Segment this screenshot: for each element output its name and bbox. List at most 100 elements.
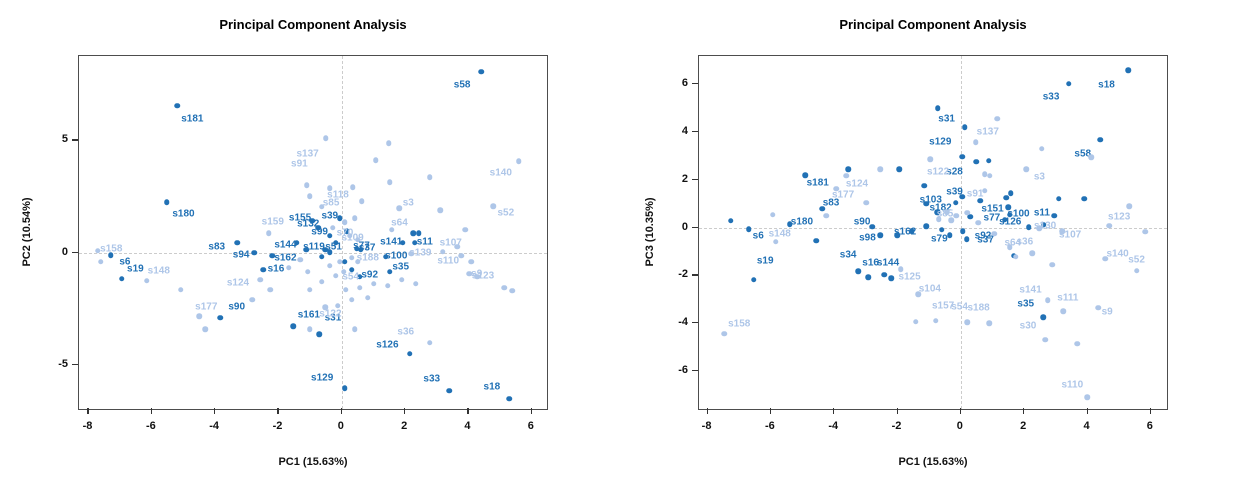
data-point bbox=[1055, 196, 1062, 202]
y-tick-label: -6 bbox=[678, 363, 688, 376]
point-label-s19: s19 bbox=[127, 263, 144, 275]
point-label-s36: s36 bbox=[397, 326, 415, 338]
point-label-s137: s137 bbox=[976, 126, 999, 138]
point-label-s162: s162 bbox=[274, 252, 297, 264]
x-tick-label: -2 bbox=[272, 420, 283, 432]
point-label-s31: s31 bbox=[324, 312, 342, 324]
point-label-s33: s33 bbox=[423, 373, 441, 385]
point-label-s85: s85 bbox=[322, 197, 340, 209]
x-tick-label: 4 bbox=[464, 420, 471, 432]
point-label-s124: s124 bbox=[845, 178, 869, 190]
plot-title-right: Principal Component Analysis bbox=[839, 17, 1027, 32]
data-point bbox=[909, 228, 915, 234]
data-point-s37 bbox=[963, 236, 970, 242]
x-axis-tick bbox=[214, 408, 216, 414]
data-point-s124 bbox=[843, 173, 849, 179]
x-axis-tick bbox=[1023, 408, 1025, 414]
y-tick-label: -4 bbox=[678, 316, 688, 329]
data-point-s16 bbox=[865, 274, 872, 280]
data-point-s39 bbox=[959, 193, 966, 200]
data-point bbox=[334, 302, 341, 309]
y-axis-tick bbox=[692, 178, 698, 180]
point-label-s148: s148 bbox=[147, 265, 170, 277]
data-point bbox=[913, 319, 919, 325]
data-point bbox=[305, 268, 311, 275]
data-point-s90 bbox=[217, 314, 223, 321]
point-label-s9: s9 bbox=[471, 268, 483, 280]
data-point bbox=[1081, 196, 1088, 202]
point-label-s111: s111 bbox=[1057, 292, 1079, 304]
data-point bbox=[348, 296, 355, 303]
point-label-s182: s182 bbox=[929, 202, 952, 214]
point-label-s35: s35 bbox=[1017, 298, 1035, 310]
data-point bbox=[410, 230, 417, 237]
data-point bbox=[337, 259, 343, 265]
data-point bbox=[1038, 146, 1045, 152]
data-point-s91 bbox=[981, 187, 988, 194]
data-point bbox=[921, 183, 928, 189]
data-point-s148 bbox=[772, 239, 779, 245]
data-point-s31 bbox=[316, 331, 322, 338]
reference-line-y0 bbox=[699, 227, 1167, 229]
point-label-s118: s118 bbox=[327, 189, 349, 201]
point-label-s54: s54 bbox=[342, 271, 360, 283]
data-point bbox=[1142, 229, 1148, 235]
data-point bbox=[985, 158, 992, 164]
point-label-s157: s157 bbox=[932, 300, 955, 312]
point-label-s91: s91 bbox=[291, 158, 308, 170]
x-tick-label: -8 bbox=[82, 420, 93, 432]
x-axis-tick bbox=[1086, 408, 1088, 414]
data-point bbox=[975, 220, 982, 226]
point-label-s37: s37 bbox=[977, 234, 994, 246]
data-point-s155 bbox=[309, 218, 315, 224]
point-label-s36: s36 bbox=[1016, 236, 1034, 248]
y-tick-label: 4 bbox=[681, 125, 688, 137]
point-label-s181: s181 bbox=[806, 177, 829, 189]
y-axis-label-left: PC2 (10.54%) bbox=[21, 197, 33, 267]
data-point-s39 bbox=[337, 215, 343, 221]
data-point-s188 bbox=[986, 320, 993, 326]
data-point bbox=[981, 171, 988, 177]
data-point bbox=[943, 209, 950, 215]
data-point-s54 bbox=[964, 319, 970, 325]
point-label-s158: s158 bbox=[100, 243, 123, 255]
data-point-s37 bbox=[358, 247, 364, 253]
data-point bbox=[352, 215, 358, 221]
data-point-s137 bbox=[994, 116, 1001, 122]
point-label-s130: s130 bbox=[1033, 220, 1057, 232]
data-point-s11 bbox=[1051, 212, 1058, 219]
point-label-s52: s52 bbox=[497, 207, 515, 219]
data-point bbox=[297, 257, 303, 263]
point-label-s98: s98 bbox=[859, 232, 876, 244]
point-label-s83: s83 bbox=[822, 197, 840, 208]
data-point bbox=[934, 105, 941, 111]
data-point bbox=[357, 284, 363, 291]
point-label-s104: s104 bbox=[918, 283, 941, 295]
point-label-s177: s177 bbox=[831, 189, 855, 201]
data-point-s33 bbox=[1065, 81, 1072, 87]
y-tick-label: 0 bbox=[61, 245, 68, 258]
data-point-s100 bbox=[382, 254, 389, 260]
point-label-s16: s16 bbox=[267, 263, 285, 275]
point-label-s90: s90 bbox=[853, 216, 871, 228]
y-tick-label: 0 bbox=[681, 220, 688, 233]
data-point bbox=[1040, 222, 1047, 228]
point-label-s119: s119 bbox=[303, 241, 325, 253]
point-label-s6: s6 bbox=[752, 230, 764, 242]
data-point-s137 bbox=[323, 135, 329, 142]
data-point-s158 bbox=[721, 331, 727, 337]
data-point-s122 bbox=[927, 156, 933, 162]
data-point-s111 bbox=[1060, 308, 1067, 314]
data-point-s140 bbox=[1102, 255, 1108, 262]
point-label-s162: s162 bbox=[894, 226, 917, 238]
y-axis-label-right: PC3 (10.35%) bbox=[644, 197, 656, 267]
point-label-s99: s99 bbox=[311, 226, 328, 238]
data-point bbox=[770, 212, 776, 218]
data-point-s18 bbox=[1125, 67, 1131, 73]
point-label-s100: s100 bbox=[1007, 208, 1030, 220]
data-point bbox=[953, 200, 959, 206]
x-axis-tick bbox=[87, 408, 89, 414]
data-point bbox=[385, 140, 392, 147]
data-point-s79 bbox=[947, 232, 953, 238]
point-label-s51: s51 bbox=[325, 241, 342, 253]
